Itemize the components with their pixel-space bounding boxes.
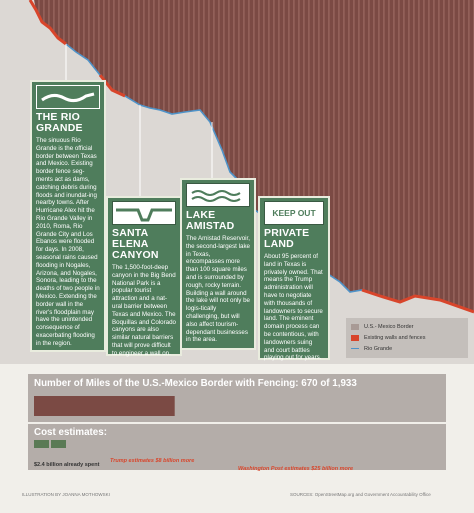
card-title: PRIVATE LAND xyxy=(264,227,310,250)
border-swatch xyxy=(351,323,359,330)
border-fence-illustration xyxy=(28,0,474,314)
card-body: The sinuous Rio Grande is the official b… xyxy=(36,137,100,347)
cost-title: Cost estimates: xyxy=(34,427,107,438)
card-private-land: KEEP OUT PRIVATE LAND About 95 percent o… xyxy=(258,196,330,362)
card-title: LAKE AMISTAD xyxy=(186,209,235,232)
existing-wall-segment xyxy=(28,0,67,46)
cost-band xyxy=(28,424,446,470)
wall-swatch xyxy=(351,334,359,341)
legend-item: Rio Grande xyxy=(351,343,463,354)
keep-out-text: KEEP OUT xyxy=(272,208,316,218)
river-icon xyxy=(36,85,100,109)
keep-out-sign: KEEP OUT xyxy=(264,201,324,225)
card-body: The 1,500-foot-deep canyon in the Big Be… xyxy=(112,264,176,357)
spent-label: $2.4 billion already spent xyxy=(34,462,100,468)
map-legend: U.S.- Mexico Border Existing walls and f… xyxy=(346,318,468,358)
trump-estimate-label: Trump estimates $8 billion more xyxy=(110,458,195,464)
canyon-icon xyxy=(112,201,176,225)
border-map: THE RIO GRANDE The sinuous Rio Grande is… xyxy=(0,0,474,364)
fenced-miles-bar xyxy=(34,396,175,416)
sources-credit: SOURCES: OpenStreetMap.org and Governmen… xyxy=(290,492,431,497)
legend-label: U.S.- Mexico Border xyxy=(364,323,414,330)
cost-bills xyxy=(34,440,66,448)
legend-item: U.S.- Mexico Border xyxy=(351,321,463,332)
card-body: About 95 percent of land in Texas is pri… xyxy=(264,253,323,362)
card-body: The Amistad Reservoir, the second-larges… xyxy=(186,235,250,344)
wapo-estimate-label: Washington Post estimates $25 billion mo… xyxy=(238,466,354,472)
fence-area xyxy=(34,0,474,312)
rio-grande-line xyxy=(29,0,474,313)
legend-item: Existing walls and fences xyxy=(351,332,463,343)
card-lake-amistad: LAKE AMISTAD The Amistad Reservoir, the … xyxy=(180,178,256,350)
legend-label: Rio Grande xyxy=(364,345,393,352)
miles-title: Number of Miles of the U.S.-Mexico Borde… xyxy=(34,378,357,389)
card-title: SANTA ELENA CANYON xyxy=(112,227,159,261)
card-rio-grande: THE RIO GRANDE The sinuous Rio Grande is… xyxy=(30,80,106,352)
illustration-credit: ILLUSTRATION BY JOANNA MOTHOWSKI xyxy=(22,492,110,497)
legend-label: Existing walls and fences xyxy=(364,334,426,341)
existing-wall-segment xyxy=(361,288,474,314)
river-swatch xyxy=(351,348,359,349)
bottom-section: Number of Miles of the U.S.-Mexico Borde… xyxy=(0,364,474,513)
card-santa-elena-canyon: SANTA ELENA CANYON The 1,500-foot-deep c… xyxy=(106,196,182,357)
card-title: THE RIO GRANDE xyxy=(36,111,83,134)
lake-waves-icon xyxy=(186,183,250,207)
miles-fence-bar xyxy=(28,392,446,422)
money-bill-icon xyxy=(34,440,66,448)
